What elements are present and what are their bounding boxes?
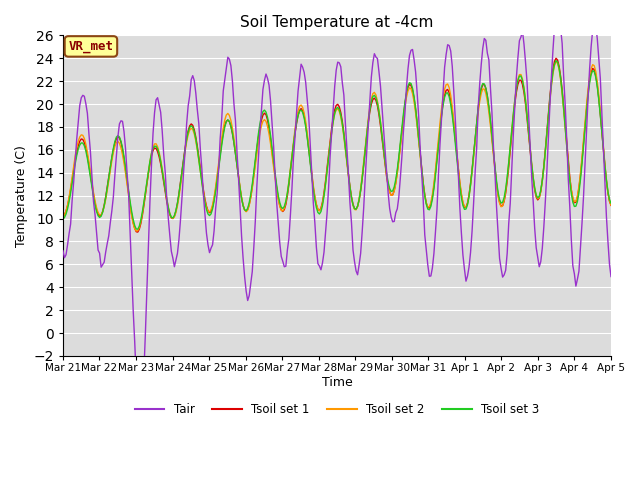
Legend: Tair, Tsoil set 1, Tsoil set 2, Tsoil set 3: Tair, Tsoil set 1, Tsoil set 2, Tsoil se… <box>130 398 544 420</box>
Text: VR_met: VR_met <box>68 40 113 53</box>
Y-axis label: Temperature (C): Temperature (C) <box>15 145 28 247</box>
Title: Soil Temperature at -4cm: Soil Temperature at -4cm <box>240 15 434 30</box>
X-axis label: Time: Time <box>322 376 353 389</box>
